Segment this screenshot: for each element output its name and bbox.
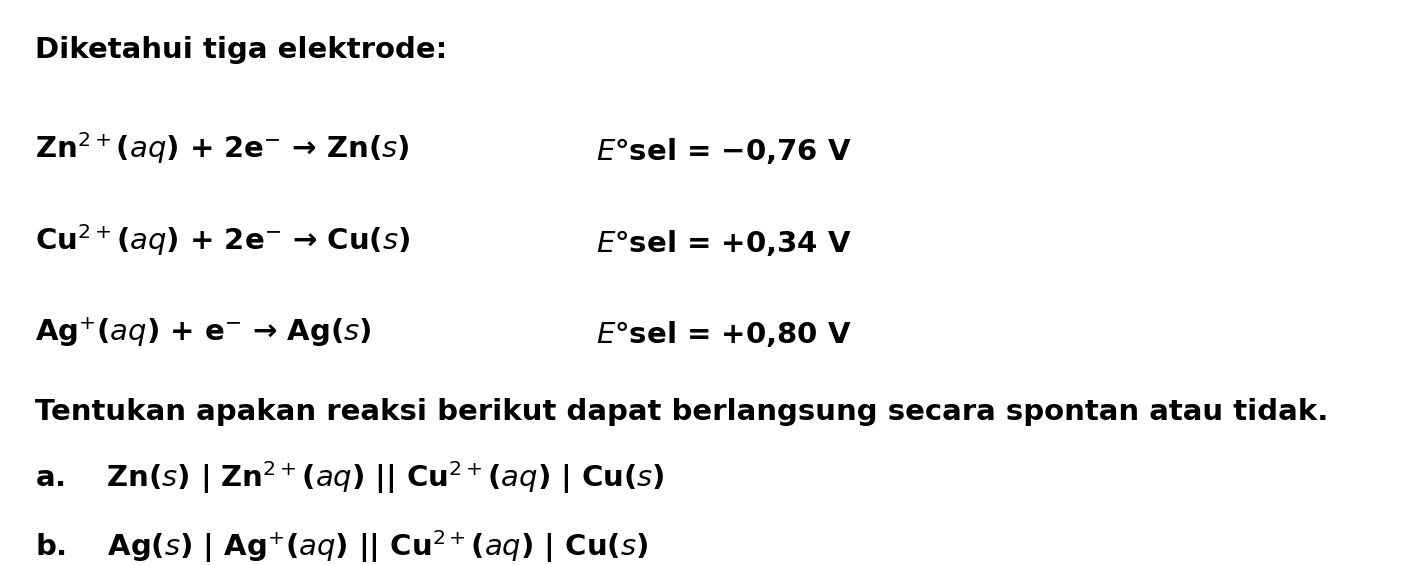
Text: Ag$^{+}$($aq$) + e$^{-}$ → Ag($s$): Ag$^{+}$($aq$) + e$^{-}$ → Ag($s$) bbox=[35, 315, 372, 349]
Text: Zn$^{2+}$($aq$) + 2e$^{-}$ → Zn($s$): Zn$^{2+}$($aq$) + 2e$^{-}$ → Zn($s$) bbox=[35, 131, 410, 166]
Text: $E$°sel = −0,76 V: $E$°sel = −0,76 V bbox=[596, 136, 851, 166]
Text: b.    Ag($s$) | Ag$^{+}$($aq$) || Cu$^{2+}$($aq$) | Cu($s$): b. Ag($s$) | Ag$^{+}$($aq$) || Cu$^{2+}$… bbox=[35, 528, 649, 565]
Text: $E$°sel = +0,34 V: $E$°sel = +0,34 V bbox=[596, 228, 851, 258]
Text: Cu$^{2+}$($aq$) + 2e$^{-}$ → Cu($s$): Cu$^{2+}$($aq$) + 2e$^{-}$ → Cu($s$) bbox=[35, 221, 410, 258]
Text: Diketahui tiga elektrode:: Diketahui tiga elektrode: bbox=[35, 36, 447, 64]
Text: Tentukan apakan reaksi berikut dapat berlangsung secara spontan atau tidak.: Tentukan apakan reaksi berikut dapat ber… bbox=[35, 398, 1328, 427]
Text: $E$°sel = +0,80 V: $E$°sel = +0,80 V bbox=[596, 319, 851, 349]
Text: a.    Zn($s$) | Zn$^{2+}$($aq$) || Cu$^{2+}$($aq$) | Cu($s$): a. Zn($s$) | Zn$^{2+}$($aq$) || Cu$^{2+}… bbox=[35, 459, 664, 496]
